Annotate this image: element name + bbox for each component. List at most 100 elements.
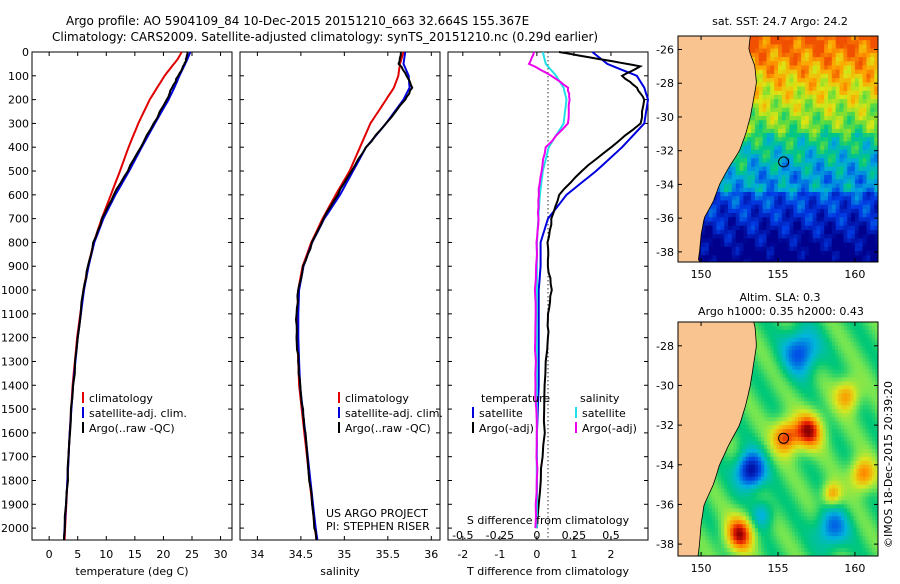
heatmap-cell xyxy=(782,167,786,172)
heatmap-cell xyxy=(813,154,817,159)
heatmap-cell xyxy=(782,171,786,176)
heatmap-cell xyxy=(755,255,759,260)
heatmap-cell xyxy=(774,44,778,49)
heatmap-cell xyxy=(809,112,813,117)
heatmap-cell xyxy=(824,129,828,134)
heatmap-cell xyxy=(790,158,794,163)
heatmap-cell xyxy=(820,192,824,197)
heatmap-cell xyxy=(767,222,771,227)
heatmap-cell xyxy=(840,125,844,130)
heatmap-cell xyxy=(813,238,817,243)
heatmap-cell xyxy=(743,222,747,227)
heatmap-cell xyxy=(767,243,771,248)
heatmap-cell xyxy=(747,243,751,248)
heatmap-cell xyxy=(774,57,778,62)
heatmap-cell xyxy=(809,78,813,83)
heatmap-cell xyxy=(843,171,847,176)
heatmap-cell xyxy=(820,226,824,231)
heatmap-cell xyxy=(820,184,824,189)
heatmap-cell xyxy=(832,74,836,79)
heatmap-cell xyxy=(870,146,874,151)
heatmap-cell xyxy=(778,57,782,62)
heatmap-cell xyxy=(801,74,805,79)
heatmap-cell xyxy=(817,82,821,87)
header-line2: Climatology: CARS2009. Satellite-adjuste… xyxy=(52,30,598,44)
heatmap-cell xyxy=(732,188,736,193)
heatmap-cell xyxy=(843,95,847,100)
depth-tick-label: 500 xyxy=(8,165,29,178)
heatmap-cell xyxy=(790,74,794,79)
heatmap-cell xyxy=(747,179,751,184)
heatmap-cell xyxy=(747,196,751,201)
heatmap-cell xyxy=(878,342,882,347)
heatmap-cell xyxy=(805,247,809,252)
legend-label-t-satellite: satellite xyxy=(479,407,523,420)
heatmap-cell xyxy=(782,116,786,121)
heatmap-cell xyxy=(763,120,767,125)
heatmap-cell xyxy=(828,125,832,130)
heatmap-cell xyxy=(782,82,786,87)
heatmap-cell xyxy=(855,53,859,58)
heatmap-cell xyxy=(801,133,805,138)
heatmap-cell xyxy=(797,179,801,184)
heatmap-cell xyxy=(801,226,805,231)
heatmap-cell xyxy=(801,91,805,96)
heatmap-cell xyxy=(786,230,790,235)
heatmap-cell xyxy=(774,137,778,142)
heatmap-cell xyxy=(836,66,840,71)
heatmap-cell xyxy=(778,200,782,205)
heatmap-cell xyxy=(805,49,809,54)
heatmap-cell xyxy=(863,133,867,138)
heatmap-cell xyxy=(813,192,817,197)
heatmap-cell xyxy=(774,61,778,66)
heatmap-cell xyxy=(740,184,744,189)
heatmap-cell xyxy=(824,213,828,218)
heatmap-cell xyxy=(724,184,728,189)
heatmap-cell xyxy=(843,133,847,138)
heatmap-cell xyxy=(790,146,794,151)
heatmap-cell xyxy=(770,70,774,75)
heatmap-cell xyxy=(817,49,821,54)
heatmap-cell xyxy=(728,200,732,205)
heatmap-cell xyxy=(867,99,871,104)
heatmap-cell xyxy=(847,171,851,176)
heatmap-cell xyxy=(786,78,790,83)
heatmap-cell xyxy=(759,205,763,210)
heatmap-cell xyxy=(832,104,836,109)
s-tick-label: -0.5 xyxy=(452,529,473,542)
heatmap-cell xyxy=(836,44,840,49)
heatmap-cell xyxy=(782,175,786,180)
heatmap-cell xyxy=(705,255,709,260)
heatmap-cell xyxy=(805,53,809,58)
heatmap-cell xyxy=(713,238,717,243)
heatmap-cell xyxy=(805,179,809,184)
heatmap-cell xyxy=(747,167,751,172)
heatmap-cell xyxy=(855,125,859,130)
heatmap-cell xyxy=(801,238,805,243)
heatmap-cell xyxy=(774,167,778,172)
heatmap-cell xyxy=(843,129,847,134)
heatmap-cell xyxy=(767,129,771,134)
heatmap-cell xyxy=(740,205,744,210)
heatmap-cell xyxy=(747,226,751,231)
heatmap-cell xyxy=(855,192,859,197)
heatmap-cell xyxy=(720,243,724,248)
heatmap-cell xyxy=(820,247,824,252)
heatmap-cell xyxy=(836,53,840,58)
heatmap-cell xyxy=(870,70,874,75)
heatmap-cell xyxy=(847,82,851,87)
heatmap-cell xyxy=(747,192,751,197)
heatmap-cell xyxy=(828,154,832,159)
heatmap-cell xyxy=(863,150,867,155)
heatmap-cell xyxy=(851,133,855,138)
heatmap-cell xyxy=(863,234,867,239)
heatmap-cell xyxy=(859,70,863,75)
heatmap-cell xyxy=(805,205,809,210)
heatmap-cell xyxy=(770,146,774,151)
heatmap-cell xyxy=(817,36,821,41)
heatmap-cell xyxy=(859,243,863,248)
heatmap-cell xyxy=(801,116,805,121)
depth-tick-label: 1600 xyxy=(1,427,29,440)
heatmap-cell xyxy=(759,150,763,155)
heatmap-cell xyxy=(809,167,813,172)
